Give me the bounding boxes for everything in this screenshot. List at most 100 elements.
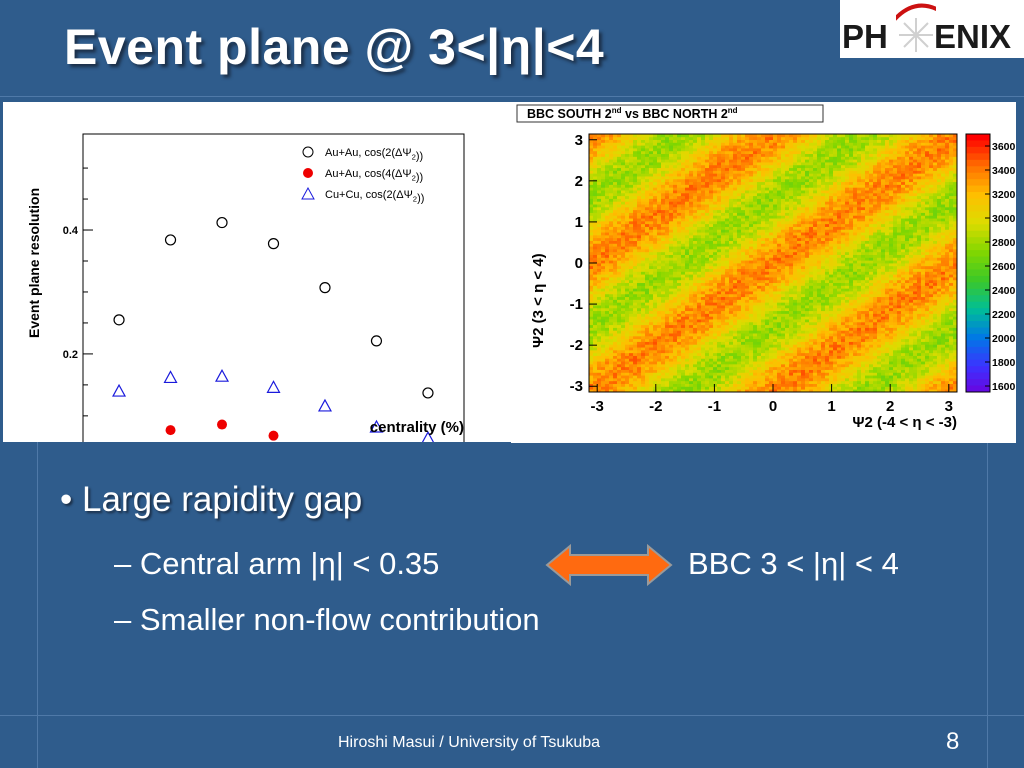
heatmap-cell bbox=[669, 319, 674, 323]
heatmap-cell bbox=[793, 324, 798, 328]
heatmap-cell bbox=[613, 223, 618, 227]
heatmap-cell bbox=[637, 268, 642, 272]
heatmap-cell bbox=[753, 302, 758, 306]
heatmap-cell bbox=[669, 277, 674, 281]
heatmap-cell bbox=[625, 352, 630, 356]
heatmap-cell bbox=[761, 386, 766, 390]
heatmap-cell bbox=[721, 310, 726, 314]
heatmap-cell bbox=[709, 204, 714, 208]
heatmap-cell bbox=[777, 369, 782, 373]
heatmap-cell bbox=[645, 293, 650, 298]
heatmap-cell bbox=[657, 156, 662, 160]
heatmap-cell bbox=[801, 369, 806, 373]
heatmap-cell bbox=[641, 153, 646, 157]
heatmap-cell bbox=[685, 184, 690, 188]
heatmap-cell bbox=[785, 173, 790, 177]
heatmap-cell bbox=[785, 347, 790, 351]
heatmap-cell bbox=[689, 187, 694, 191]
heatmap-cell bbox=[765, 148, 770, 152]
heatmap-cell bbox=[677, 291, 682, 295]
heatmap-cell bbox=[717, 321, 722, 326]
heatmap-cell bbox=[737, 271, 742, 275]
heatmap-cell bbox=[717, 162, 722, 166]
heatmap-cell bbox=[633, 153, 638, 157]
heatmap-cell bbox=[649, 324, 654, 328]
heatmap-cell bbox=[697, 226, 702, 230]
heatmap-cell bbox=[685, 341, 690, 345]
heatmap-cell bbox=[649, 361, 654, 365]
heatmap-cell bbox=[717, 305, 722, 309]
heatmap-cell bbox=[645, 234, 650, 239]
heatmap-cell bbox=[697, 349, 702, 354]
logo-text-right: ENIX bbox=[934, 18, 1012, 55]
heatmap-cell bbox=[609, 285, 614, 289]
heatmap-cell bbox=[589, 226, 594, 230]
heatmap-cell bbox=[677, 319, 682, 323]
heatmap-cell bbox=[781, 220, 786, 225]
heatmap-cell bbox=[701, 136, 706, 140]
heatmap-cell bbox=[693, 389, 698, 393]
heatmap-cell bbox=[669, 285, 674, 289]
heatmap-cell bbox=[713, 173, 718, 177]
heatmap-cell bbox=[765, 372, 770, 376]
heatmap-cell bbox=[717, 237, 722, 241]
heatmap-cell bbox=[741, 237, 746, 241]
heatmap-cell bbox=[649, 277, 654, 281]
heatmap-cell bbox=[797, 389, 802, 393]
heatmap-cell bbox=[725, 181, 730, 185]
heatmap-cell bbox=[729, 313, 734, 317]
heatmap-cell bbox=[781, 187, 786, 191]
heatmap-cell bbox=[605, 369, 610, 373]
heatmap-cell bbox=[729, 347, 734, 351]
heatmap-cell bbox=[693, 285, 698, 289]
heatmap-cell bbox=[725, 389, 730, 393]
heatmap-cell bbox=[709, 324, 714, 328]
heatmap-cell bbox=[617, 243, 622, 247]
heatmap-cell bbox=[641, 363, 646, 368]
heatmap-cell bbox=[709, 181, 714, 185]
heatmap-cell bbox=[701, 347, 706, 351]
heatmap-cell bbox=[785, 327, 790, 331]
heatmap-cell bbox=[757, 190, 762, 194]
heatmap-cell bbox=[633, 215, 638, 219]
heatmap-cell bbox=[597, 162, 602, 166]
heatmap-cell bbox=[773, 389, 778, 393]
heatmap-cell bbox=[605, 240, 610, 244]
heatmap-cell bbox=[649, 327, 654, 331]
heatmap-cell bbox=[685, 223, 690, 227]
heatmap-cell bbox=[609, 299, 614, 303]
heatmap-cell bbox=[657, 302, 662, 306]
heatmap-cell bbox=[673, 375, 678, 379]
heatmap-cell bbox=[749, 338, 754, 342]
heatmap-cell bbox=[609, 164, 614, 169]
heatmap-cell bbox=[681, 268, 686, 272]
heatmap-cell bbox=[625, 248, 630, 253]
heatmap-cell bbox=[601, 243, 606, 247]
heatmap-cell bbox=[649, 263, 654, 267]
heatmap-cell bbox=[733, 150, 738, 155]
heatmap-cell bbox=[733, 355, 738, 359]
heatmap-cell bbox=[641, 240, 646, 244]
heatmap-cell bbox=[629, 291, 634, 295]
heatmap-cell bbox=[697, 206, 702, 211]
heatmap-cell bbox=[665, 232, 670, 236]
heatmap-cell bbox=[721, 316, 726, 320]
heatmap-cell bbox=[793, 313, 798, 317]
heatmap-cell bbox=[657, 254, 662, 258]
heatmap-cell bbox=[749, 142, 754, 146]
heatmap-cell bbox=[757, 352, 762, 356]
heatmap-cell bbox=[749, 181, 754, 185]
heatmap-cell bbox=[641, 156, 646, 160]
heatmap-cell bbox=[717, 274, 722, 278]
heatmap-cell bbox=[741, 377, 746, 382]
heatmap-cell bbox=[693, 293, 698, 298]
heatmap-cell bbox=[761, 358, 766, 362]
heatmap-cell bbox=[613, 321, 618, 326]
heatmap-cell bbox=[789, 377, 794, 382]
heatmap-cell bbox=[697, 192, 702, 197]
heatmap-cell bbox=[785, 282, 790, 286]
heatmap-cell bbox=[705, 240, 710, 244]
heatmap-cell bbox=[673, 232, 678, 236]
heatmap-cell bbox=[637, 355, 642, 359]
heatmap-cell bbox=[753, 260, 758, 264]
